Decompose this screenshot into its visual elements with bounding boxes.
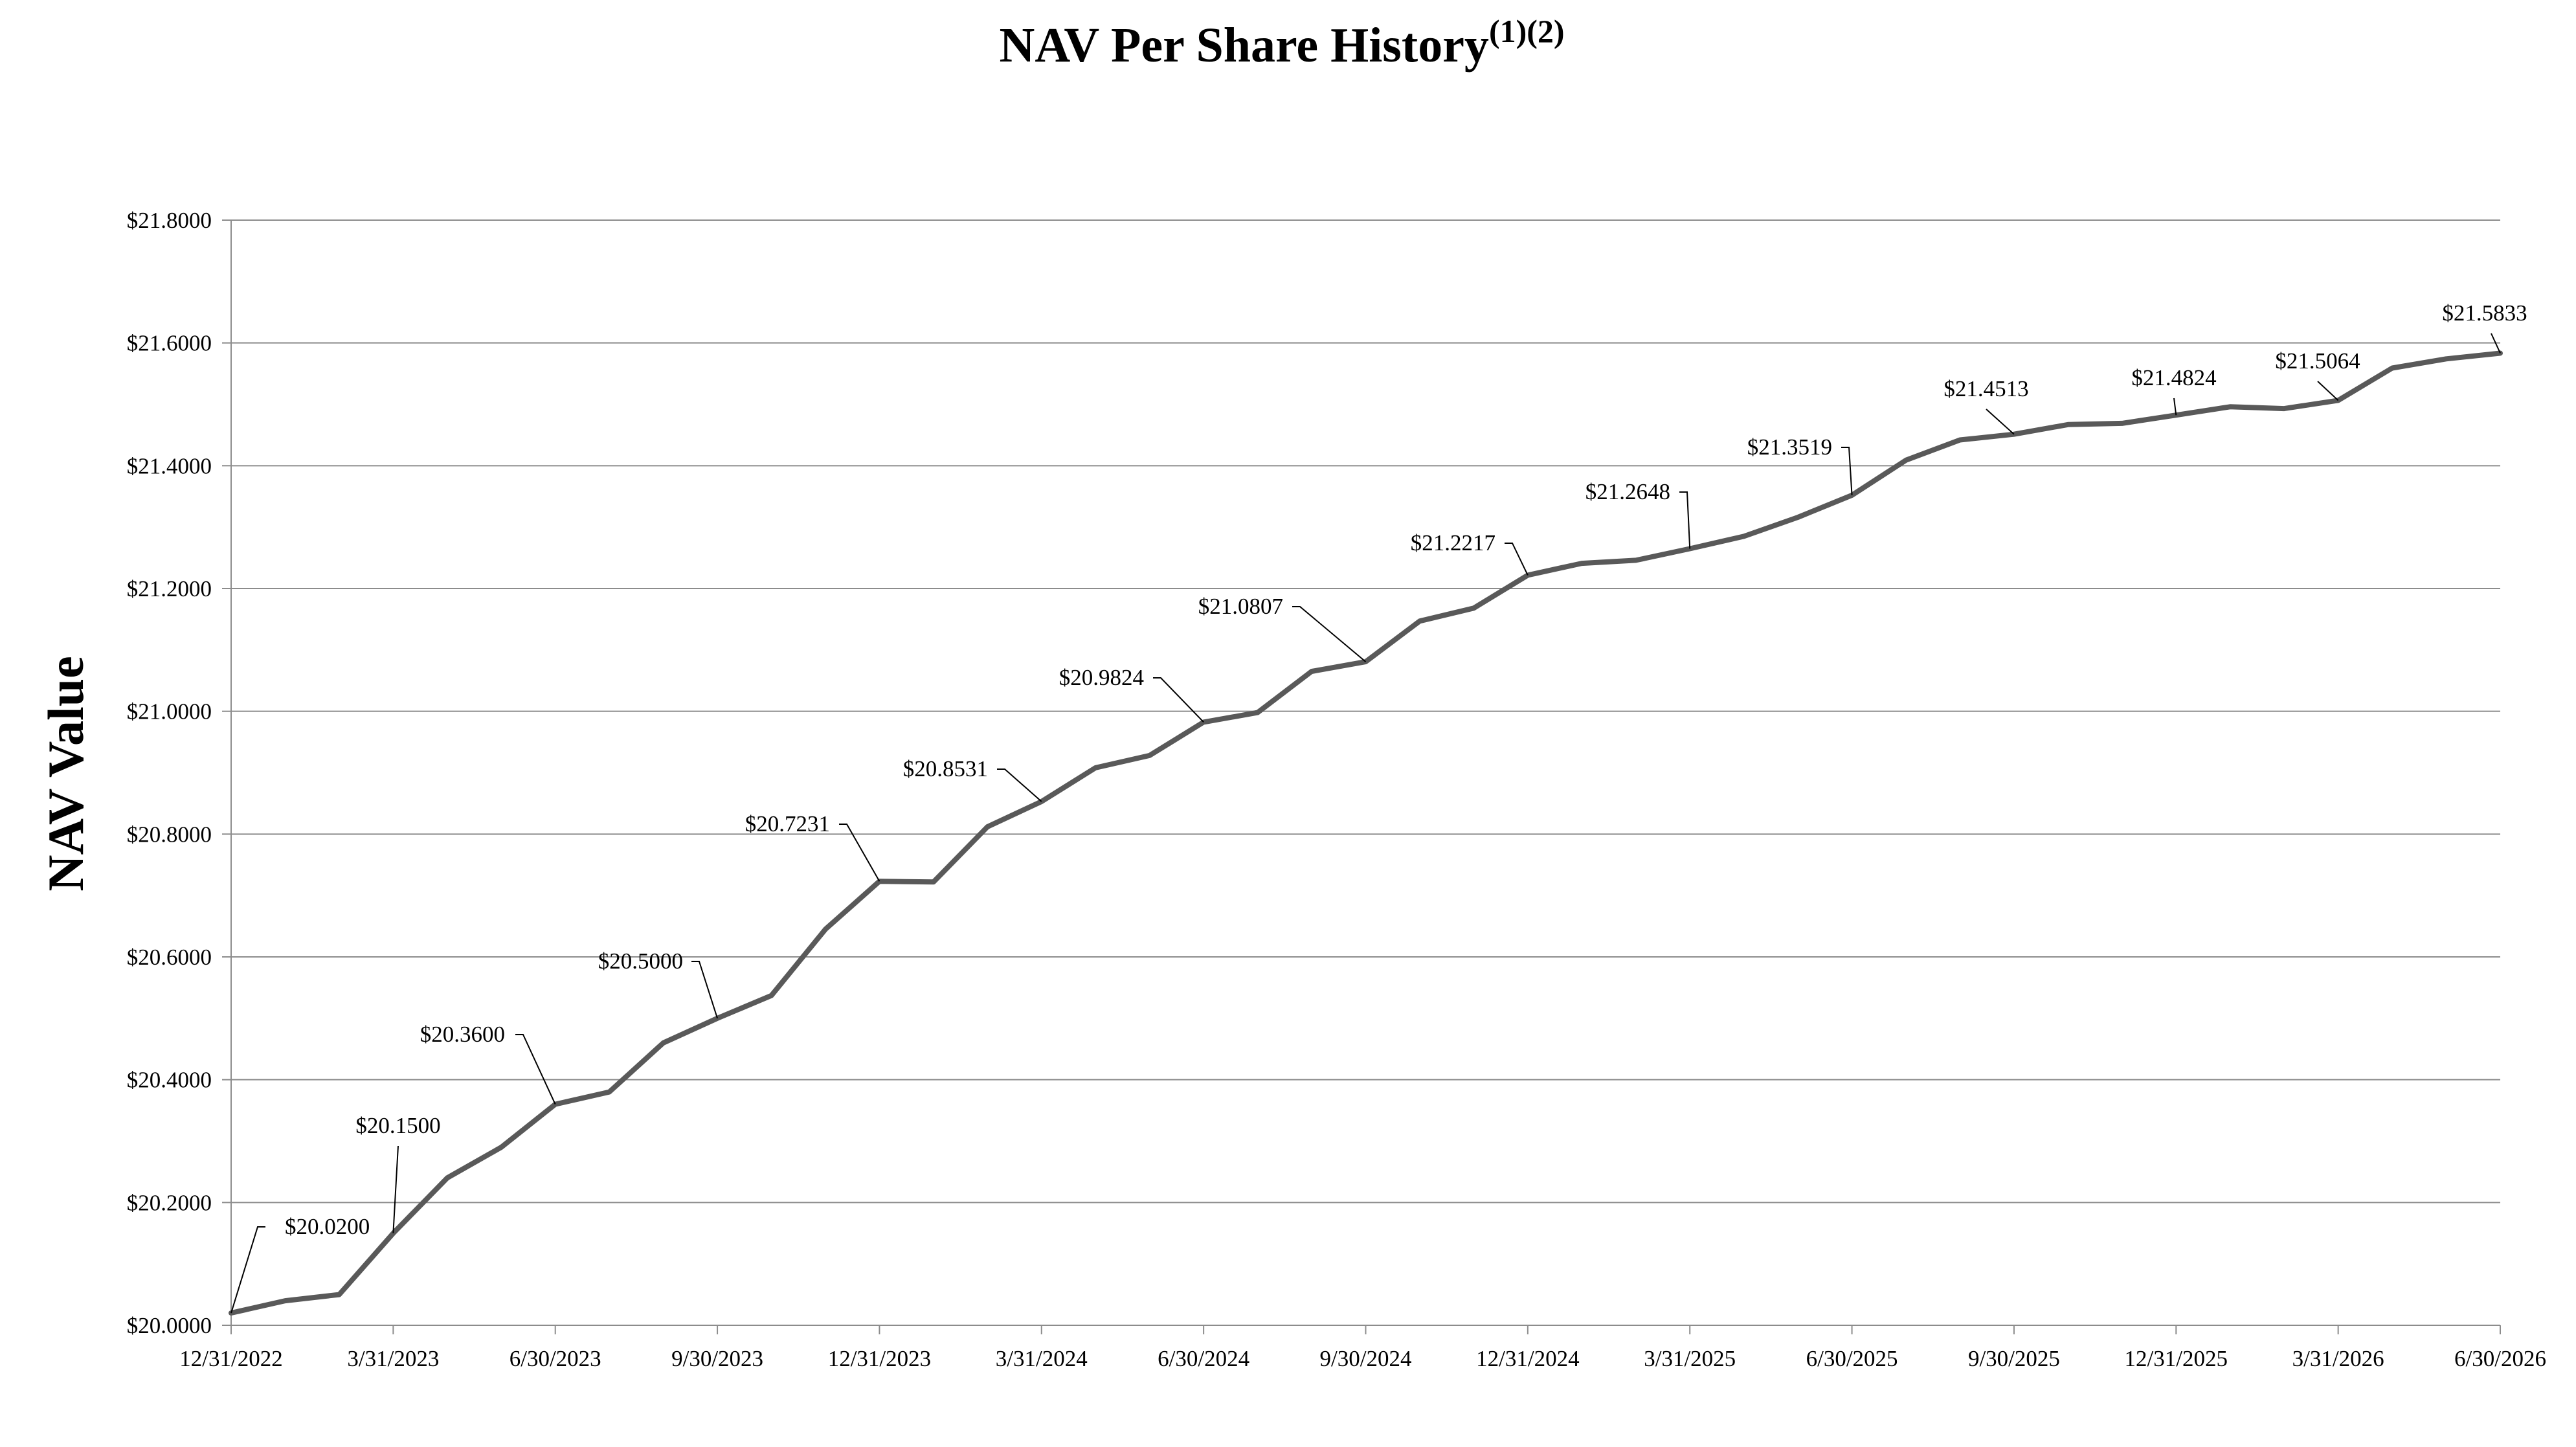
annotation-leader-line <box>230 1226 265 1314</box>
y-tick-label: $21.6000 <box>127 331 212 356</box>
data-label: $20.5000 <box>598 948 683 974</box>
data-label: $20.7231 <box>745 811 830 836</box>
nav-series <box>229 350 2503 1316</box>
annotation-leader-line <box>1841 447 1853 496</box>
annotation-leader-line <box>2173 398 2177 416</box>
annotation-leader-line <box>392 1145 399 1233</box>
axes <box>222 219 2501 1334</box>
data-label: $20.1500 <box>355 1113 440 1138</box>
annotation-leader-line <box>1505 543 1529 576</box>
y-tick-label: $21.4000 <box>127 453 212 478</box>
annotation-leader-line <box>515 1034 556 1105</box>
annotation-leader-line <box>1679 491 1691 549</box>
annotation-leader-line <box>2317 381 2339 401</box>
annotation-leader-line <box>1986 409 2015 435</box>
data-label: $21.0807 <box>1198 594 1283 619</box>
x-tick-label: 9/30/2025 <box>1968 1346 2060 1371</box>
data-label: $21.4513 <box>1943 376 2028 401</box>
y-axis-label: NAV Value <box>38 656 94 891</box>
nav-series-line <box>229 350 2503 1316</box>
annotation-leader-line <box>1292 606 1367 662</box>
data-label: $21.5064 <box>2275 348 2360 374</box>
annotation-leader-line <box>997 768 1042 802</box>
x-tick-labels: 12/31/2022 3/31/2023 6/30/2023 9/30/2023 12/… <box>179 1346 2546 1371</box>
data-label: $20.9824 <box>1059 665 1144 690</box>
x-tick-label: 12/31/2023 <box>828 1346 931 1371</box>
x-tick-label: 3/31/2024 <box>996 1346 1088 1371</box>
data-label: $21.2217 <box>1411 530 1495 555</box>
y-tick-labels: $20.0000 $20.2000 $20.4000 $20.6000 $20.8000… <box>127 208 212 1338</box>
annotation-leader-line <box>2491 333 2501 353</box>
y-tick-label: $21.8000 <box>127 208 212 233</box>
y-tick-label: $20.2000 <box>127 1190 212 1215</box>
data-label: $20.0200 <box>285 1214 370 1239</box>
data-label: $21.3519 <box>1747 434 1832 460</box>
data-label: $20.3600 <box>420 1022 505 1047</box>
data-annotations: $20.0200 $20.1500 $20.3600 $20.5000 $20.7231… <box>230 300 2527 1314</box>
x-tick-label: 9/30/2024 <box>1320 1346 1412 1371</box>
x-tick-label: 6/30/2025 <box>1806 1346 1898 1371</box>
y-tick-label: $21.2000 <box>127 576 212 601</box>
y-tick-label: $20.8000 <box>127 822 212 847</box>
x-tick-label: 9/30/2023 <box>671 1346 763 1371</box>
y-tick-label: $21.0000 <box>127 699 212 724</box>
y-tick-label: $20.0000 <box>127 1313 212 1338</box>
x-tick-label: 3/31/2023 <box>347 1346 439 1371</box>
grid-lines <box>231 219 2500 1204</box>
x-tick-label: 12/31/2022 <box>179 1346 282 1371</box>
y-tick-label: $20.4000 <box>127 1068 212 1093</box>
data-label: $21.4824 <box>2131 365 2216 390</box>
annotation-leader-line <box>1153 677 1204 723</box>
x-tick-label: 12/31/2025 <box>2125 1346 2228 1371</box>
chart-title-superscript: (1)(2) <box>1489 13 1565 49</box>
x-tick-label: 6/30/2023 <box>510 1346 601 1371</box>
x-tick-label: 3/31/2026 <box>2292 1346 2384 1371</box>
data-label: $21.5833 <box>2442 300 2527 326</box>
x-tick-label: 6/30/2024 <box>1158 1346 1249 1371</box>
x-tick-label: 12/31/2024 <box>1476 1346 1579 1371</box>
chart-title: NAV Per Share History(1)(2) <box>999 13 1564 73</box>
data-label: $20.8531 <box>903 756 988 781</box>
y-tick-label: $20.6000 <box>127 945 212 970</box>
annotation-leader-line <box>839 824 880 882</box>
annotation-leader-line <box>691 961 719 1019</box>
chart-title-main: NAV Per Share History <box>999 18 1488 73</box>
x-tick-label: 3/31/2025 <box>1644 1346 1736 1371</box>
data-label: $21.2648 <box>1585 479 1670 504</box>
x-tick-label: 6/30/2026 <box>2454 1346 2546 1371</box>
